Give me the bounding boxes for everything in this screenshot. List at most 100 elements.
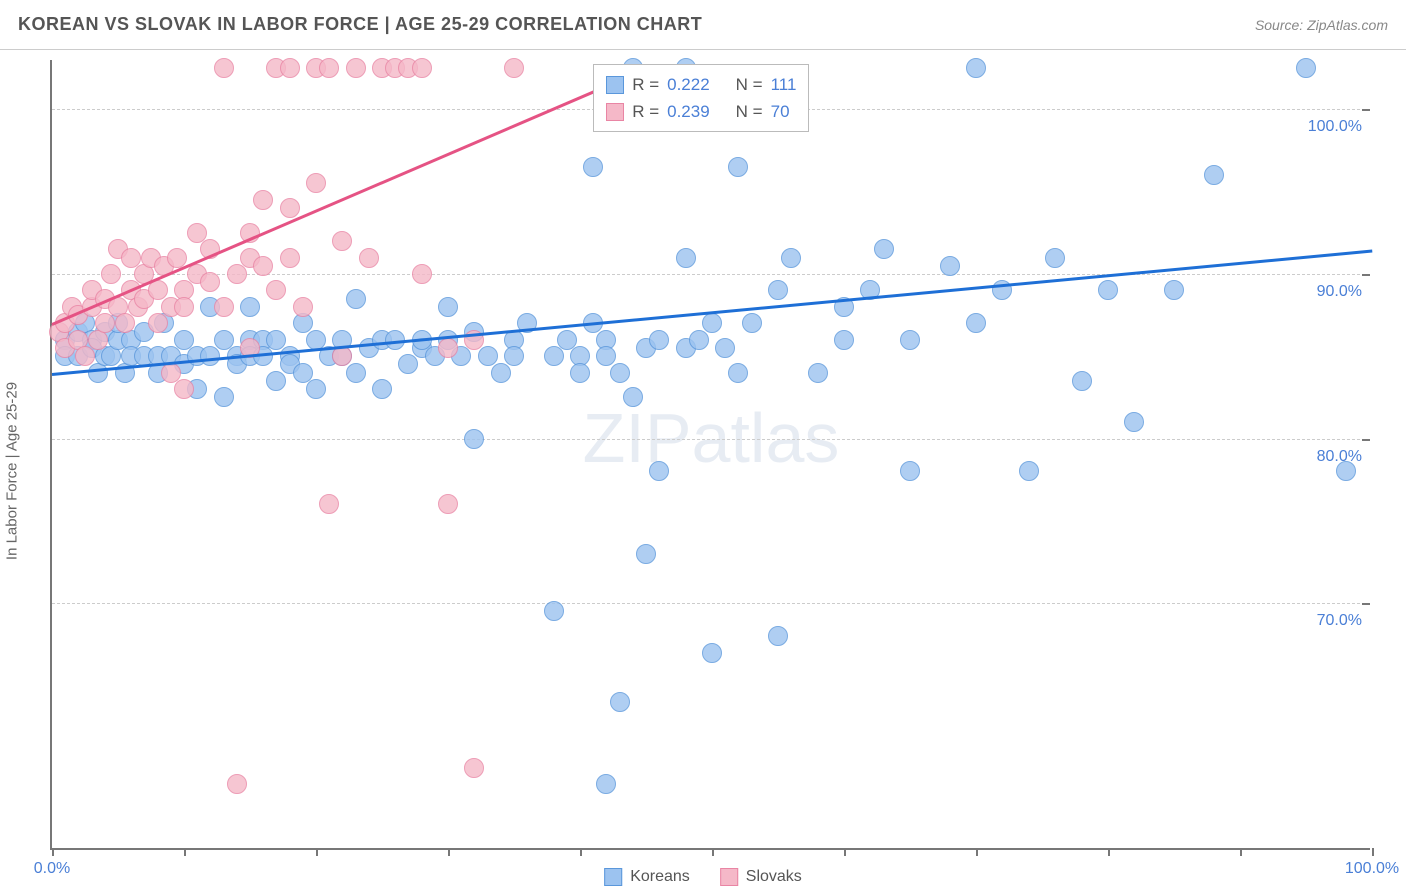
data-point <box>1164 280 1184 300</box>
r-label: R = <box>632 98 659 125</box>
ytick-label: 70.0% <box>1317 612 1362 630</box>
data-point <box>768 280 788 300</box>
data-point <box>610 363 630 383</box>
data-point <box>464 758 484 778</box>
chart-source: Source: ZipAtlas.com <box>1255 17 1388 33</box>
data-point <box>1296 58 1316 78</box>
legend-bottom: Koreans Slovaks <box>604 868 802 886</box>
legend-swatch <box>720 868 738 886</box>
data-point <box>1019 461 1039 481</box>
gridline <box>52 439 1370 440</box>
data-point <box>174 297 194 317</box>
data-point <box>689 330 709 350</box>
data-point <box>1098 280 1118 300</box>
data-point <box>900 330 920 350</box>
data-point <box>570 363 590 383</box>
data-point <box>174 379 194 399</box>
xtick-mark <box>1240 848 1242 856</box>
xtick-mark <box>316 848 318 856</box>
data-point <box>438 297 458 317</box>
ytick-mark <box>1362 439 1370 441</box>
xtick-mark <box>844 848 846 856</box>
trend-line <box>51 68 646 326</box>
chart-area: In Labor Force | Age 25-29 ZIPatlas 70.0… <box>0 50 1406 892</box>
data-point <box>702 643 722 663</box>
data-point <box>346 363 366 383</box>
xtick-mark <box>976 848 978 856</box>
legend-label: Koreans <box>630 868 690 886</box>
data-point <box>438 338 458 358</box>
ytick-label: 100.0% <box>1308 118 1362 136</box>
data-point <box>266 280 286 300</box>
data-point <box>214 58 234 78</box>
data-point <box>544 346 564 366</box>
data-point <box>676 248 696 268</box>
gridline <box>52 603 1370 604</box>
data-point <box>464 429 484 449</box>
data-point <box>649 461 669 481</box>
data-point <box>702 313 722 333</box>
ytick-mark <box>1362 274 1370 276</box>
data-point <box>332 231 352 251</box>
n-label: N = <box>736 71 763 98</box>
data-point <box>623 387 643 407</box>
data-point <box>1072 371 1092 391</box>
y-axis-label: In Labor Force | Age 25-29 <box>4 382 21 560</box>
data-point <box>280 248 300 268</box>
data-point <box>346 58 366 78</box>
data-point <box>874 239 894 259</box>
data-point <box>636 544 656 564</box>
data-point <box>306 173 326 193</box>
data-point <box>200 346 220 366</box>
data-point <box>1045 248 1065 268</box>
data-point <box>834 330 854 350</box>
xtick-label: 0.0% <box>34 860 70 878</box>
data-point <box>227 264 247 284</box>
data-point <box>438 494 458 514</box>
data-point <box>544 601 564 621</box>
data-point <box>412 264 432 284</box>
info-row: R =0.222N =111 <box>606 71 796 98</box>
data-point <box>253 256 273 276</box>
data-point <box>1336 461 1356 481</box>
plot-region: ZIPatlas 70.0%80.0%90.0%100.0%0.0%100.0%… <box>50 60 1370 850</box>
data-point <box>728 157 748 177</box>
legend-item: Koreans <box>604 868 690 886</box>
data-point <box>359 248 379 268</box>
data-point <box>319 58 339 78</box>
data-point <box>148 313 168 333</box>
data-point <box>728 363 748 383</box>
data-point <box>491 363 511 383</box>
data-point <box>768 626 788 646</box>
data-point <box>319 494 339 514</box>
data-point <box>610 692 630 712</box>
info-row: R =0.239N =70 <box>606 98 796 125</box>
data-point <box>781 248 801 268</box>
data-point <box>306 379 326 399</box>
legend-label: Slovaks <box>746 868 802 886</box>
data-point <box>649 330 669 350</box>
ytick-label: 90.0% <box>1317 283 1362 301</box>
data-point <box>504 346 524 366</box>
data-point <box>398 354 418 374</box>
xtick-mark <box>712 848 714 856</box>
r-value: 0.222 <box>667 71 710 98</box>
data-point <box>583 157 603 177</box>
data-point <box>504 58 524 78</box>
data-point <box>227 774 247 794</box>
n-label: N = <box>736 98 763 125</box>
data-point <box>1204 165 1224 185</box>
legend-swatch <box>604 868 622 886</box>
ytick-mark <box>1362 109 1370 111</box>
series-swatch <box>606 76 624 94</box>
xtick-mark <box>184 848 186 856</box>
data-point <box>715 338 735 358</box>
data-point <box>167 248 187 268</box>
data-point <box>115 313 135 333</box>
data-point <box>266 371 286 391</box>
xtick-mark <box>1372 848 1374 856</box>
chart-header: KOREAN VS SLOVAK IN LABOR FORCE | AGE 25… <box>0 0 1406 50</box>
data-point <box>900 461 920 481</box>
correlation-info-box: R =0.222N =111R =0.239N =70 <box>593 64 809 132</box>
data-point <box>75 346 95 366</box>
